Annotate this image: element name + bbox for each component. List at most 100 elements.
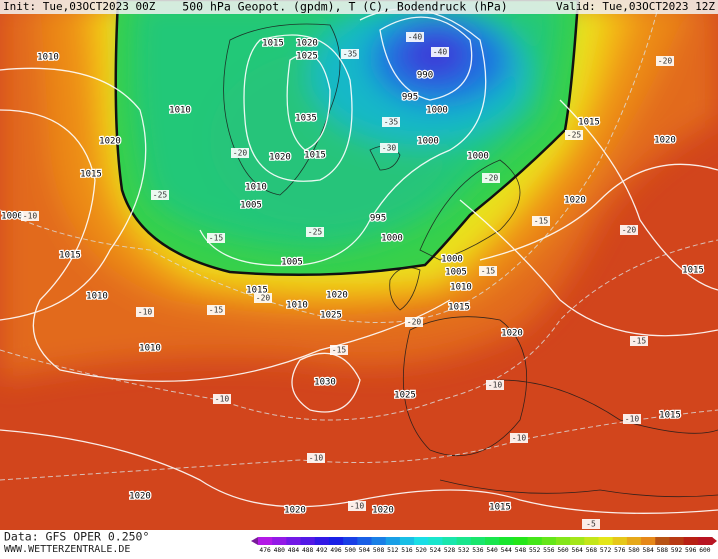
colorbar-tick-label: 532 [458, 547, 470, 554]
colorbar-tick-label: 576 [614, 547, 626, 554]
colorbar-cell [612, 537, 628, 545]
colorbar-cell [527, 537, 543, 545]
temperature-label: -15 [332, 346, 347, 355]
temperature-label: -35 [343, 50, 358, 59]
temperature-label-box [656, 56, 674, 66]
map-labels: 1015 1020 1025 1035 1020 1015 1010 1005 995 1000 1… [0, 32, 705, 529]
temperature-label-box [231, 148, 249, 158]
isobar-label: 1015 [489, 503, 511, 513]
isobar-label: 1015 [304, 151, 326, 161]
isobar-label: 995 [402, 93, 418, 103]
temperature-label: -20 [658, 57, 673, 66]
temperature-label-box [306, 227, 324, 237]
temperature-label: -25 [308, 228, 323, 237]
isobar-label: 1025 [320, 311, 342, 321]
colorbar-tick-label: 596 [685, 547, 697, 554]
colorbar-tick-label: 592 [671, 547, 683, 554]
colorbar-cell [697, 537, 713, 545]
colorbar: 476 480 484 488 492 496 500 504 508 512 516 520 524 5… [251, 537, 717, 554]
temperature-label: -15 [481, 267, 496, 276]
colorbar-tick-label: 556 [543, 547, 555, 554]
website: WWW.WETTERZENTRALE.DE [4, 544, 130, 555]
isobar-label: 1015 [659, 411, 681, 421]
isobar-label: 1010 [169, 106, 191, 116]
colorbar-cell [513, 537, 529, 545]
temperature-label: -20 [256, 294, 271, 303]
colorbar-tick-label: 516 [401, 547, 413, 554]
colorbar-tick-label: 544 [501, 547, 513, 554]
temperature-label-box [510, 433, 528, 443]
colorbar-cell [655, 537, 670, 545]
isobar-label: 1000 [381, 234, 403, 244]
colorbar-cell [669, 537, 685, 545]
colorbar-cell [272, 537, 287, 545]
isobar-label: 1015 [80, 170, 102, 180]
isobar-label: 1025 [394, 391, 416, 401]
colorbar-tick-label: 484 [288, 547, 300, 554]
colorbar-arrow [712, 537, 717, 545]
temperature-label-box [21, 211, 39, 221]
isobar-label: 1015 [59, 251, 81, 261]
isobar-label: 1000 [1, 212, 23, 222]
temperature-label: -20 [407, 318, 422, 327]
temperature-label-box [380, 143, 398, 153]
temperature-label-box [207, 305, 225, 315]
colorbar-tick-label: 564 [572, 547, 584, 554]
temperature-label: -15 [209, 306, 224, 315]
isobar-label: 1030 [314, 378, 336, 388]
temperature-label: -40 [433, 48, 448, 57]
temperature-label-box [330, 345, 348, 355]
colorbar-tick-label: 524 [430, 547, 442, 554]
colorbar-cell [541, 537, 557, 545]
temperature-label: -10 [488, 381, 503, 390]
temperature-label: -15 [632, 337, 647, 346]
temperature-label: -10 [309, 454, 324, 463]
isobar-label: 1020 [564, 196, 586, 206]
isobar-label: 1035 [295, 114, 317, 124]
colorbar-tick-label: 560 [557, 547, 569, 554]
isobar-label: 1000 [426, 106, 448, 116]
temperature-label-box [565, 130, 583, 140]
temperature-label: -10 [23, 212, 38, 221]
isobar-label: 1010 [286, 301, 308, 311]
colorbar-cell [385, 537, 401, 545]
temperature-label-box [136, 307, 154, 317]
temperature-label-box [405, 317, 423, 327]
temperature-label: -10 [350, 502, 365, 511]
temperature-label-box [348, 501, 366, 511]
colorbar-tick-label: 512 [387, 547, 399, 554]
temperature-label-box [382, 117, 400, 127]
temperature-label-box [532, 216, 550, 226]
temperature-label: -20 [484, 174, 499, 183]
colorbar-cell [570, 537, 585, 545]
isobar-label: 1020 [129, 492, 151, 502]
colorbar-tick-label: 548 [515, 547, 527, 554]
temperature-label: -10 [138, 308, 153, 317]
colorbar-cell [414, 537, 429, 545]
temperature-label-box [254, 293, 272, 303]
colorbar-cell [357, 537, 372, 545]
isobar-label: 1010 [37, 53, 59, 63]
temperature-label-box [207, 233, 225, 243]
temperature-label: -15 [209, 234, 224, 243]
data-source: Data: GFS OPER 0.250° [4, 530, 149, 544]
isobar-label: 1015 [262, 39, 284, 49]
isobar-label: 1010 [139, 344, 161, 354]
isobar-label: 1010 [86, 292, 108, 302]
colorbar-tick-label: 580 [628, 547, 640, 554]
isobar-label: 1005 [240, 201, 262, 211]
temperature-label: -5 [586, 520, 596, 529]
temperature-label-box [620, 225, 638, 235]
isobar-label: 1020 [99, 137, 121, 147]
temperature-label-box [582, 519, 600, 529]
colorbar-tick-label: 540 [486, 547, 498, 554]
colorbar-tick-label: 536 [472, 547, 484, 554]
temperature-label-box [486, 380, 504, 390]
colorbar-tick-label: 572 [600, 547, 612, 554]
isobar-label: 1025 [296, 52, 318, 62]
colorbar-cell [456, 537, 472, 545]
colorbar-cell [555, 537, 571, 545]
temperature-label-box [151, 190, 169, 200]
isobar-label: 1020 [372, 506, 394, 516]
